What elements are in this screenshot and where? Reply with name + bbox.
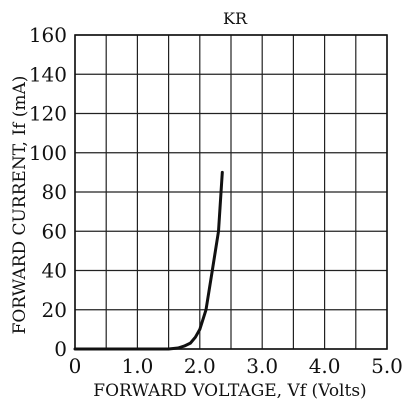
y-tick-label: 60 <box>42 219 67 243</box>
x-tick-label: 1.0 <box>121 354 153 378</box>
x-tick-label: 2.0 <box>184 354 216 378</box>
x-tick-label: 5.0 <box>371 354 403 378</box>
plot-frame <box>74 34 388 350</box>
y-tick-label: 40 <box>42 259 67 283</box>
y-tick-label: 140 <box>29 62 67 86</box>
chart-title: KR <box>223 9 248 28</box>
y-tick-label: 20 <box>42 298 67 322</box>
series-layer <box>73 170 224 351</box>
y-tick-label: 100 <box>29 141 67 165</box>
x-axis-label: FORWARD VOLTAGE, Vf (Volts) <box>93 381 366 401</box>
x-tick-label: 4.0 <box>309 354 341 378</box>
series-line <box>73 170 224 351</box>
grid <box>74 34 388 350</box>
x-tick-label: 0 <box>69 354 82 378</box>
y-tick-label: 160 <box>29 23 67 47</box>
y-axis-label: FORWARD CURRENT, If (mA) <box>10 76 30 335</box>
y-tick-label: 0 <box>54 337 67 361</box>
tick-labels: 0 1.0 2.0 3.0 4.0 5.0 0 20 40 60 80 100 120 140 160 <box>29 23 403 378</box>
x-tick-label: 3.0 <box>246 354 278 378</box>
y-tick-label: 80 <box>42 180 67 204</box>
y-tick-label: 120 <box>29 102 67 126</box>
